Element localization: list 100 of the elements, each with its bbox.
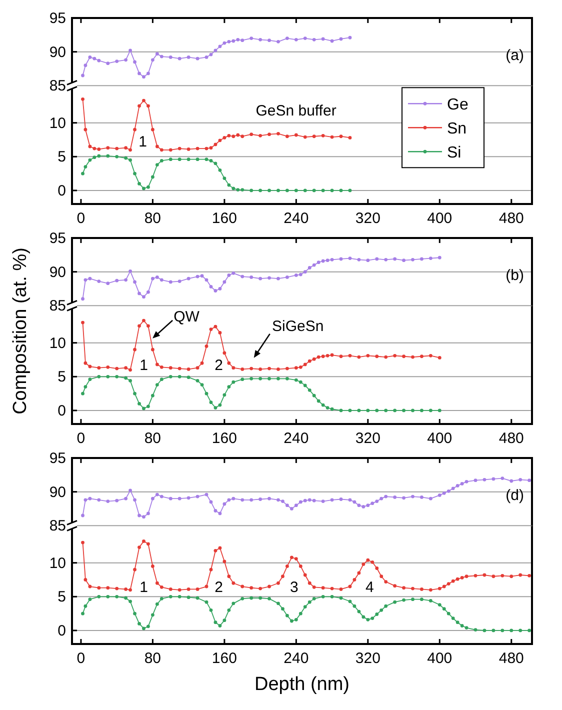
point [357,408,361,412]
point [348,136,352,140]
point [222,176,226,180]
point [218,287,222,290]
y-tick-label: 95 [49,10,66,27]
y-tick-label: 10 [49,334,66,352]
point [276,276,280,280]
point [303,36,307,40]
point [106,374,110,378]
y-tick-label: 5 [58,588,66,606]
x-tick-label: 480 [498,210,524,227]
point [236,38,240,42]
y-tick-label: 5 [58,148,66,166]
annotation: 1 [140,579,148,596]
point [420,354,424,358]
point [133,348,136,352]
point [316,355,320,359]
point [200,361,204,365]
x-tick-label: 0 [76,430,86,447]
point [200,274,204,278]
y-tick-label: 0 [58,402,66,420]
y-tick-label: 0 [58,622,66,640]
point [303,362,307,366]
x-tick-label: 0 [76,650,86,667]
point [438,256,442,260]
point [218,44,222,48]
point [88,144,92,148]
point [155,383,159,386]
annotation: 2 [214,357,223,374]
x-tick-label: 320 [355,430,380,447]
point [178,56,182,60]
point [128,158,132,162]
point [97,366,101,370]
point [133,60,136,64]
point [384,408,388,412]
point [204,278,208,282]
point [420,408,424,412]
annotation: 2 [214,579,223,596]
point [155,276,159,279]
point [214,406,218,410]
point [250,36,254,40]
y-tick-label: 10 [49,114,66,132]
point [146,185,150,189]
point [250,366,254,370]
point [81,172,84,176]
point [84,361,88,365]
point [330,39,334,43]
point [411,408,414,412]
y-tick-label: 5 [58,368,66,386]
point [227,40,231,44]
point [142,186,146,190]
point [88,378,92,382]
point [155,52,159,56]
annotation: QW [174,308,200,326]
y-tick-label: 90 [49,484,66,501]
y-tick-label: 85 [49,78,66,95]
point [146,104,150,108]
point [196,366,200,370]
point [393,408,397,412]
point [250,132,254,136]
point [124,278,128,282]
point [428,408,432,412]
point [106,365,110,369]
point [97,148,101,151]
point [138,104,141,108]
point [204,56,208,59]
point [160,365,164,369]
point [438,408,442,412]
x-tick-label: 320 [355,210,380,227]
point [88,158,92,162]
point [268,376,271,380]
point [240,188,244,192]
point [366,258,370,262]
point [160,278,164,282]
point [326,406,330,410]
point [128,368,132,372]
point [88,56,92,59]
point [218,168,222,172]
point [258,376,262,380]
point [366,408,370,412]
point [402,408,406,412]
point [384,258,388,262]
point [393,257,397,261]
point [250,188,254,192]
point [160,378,164,382]
point [218,330,222,334]
point [375,408,379,412]
point [312,394,316,398]
point [222,41,226,45]
point [146,290,150,294]
point [124,156,128,160]
point [312,357,316,361]
x-tick-label: 400 [427,430,452,447]
point [384,355,388,359]
text: (d) [506,486,524,504]
point [303,270,307,274]
point [115,366,119,370]
point [168,158,172,162]
point [227,274,231,277]
point [321,134,325,138]
